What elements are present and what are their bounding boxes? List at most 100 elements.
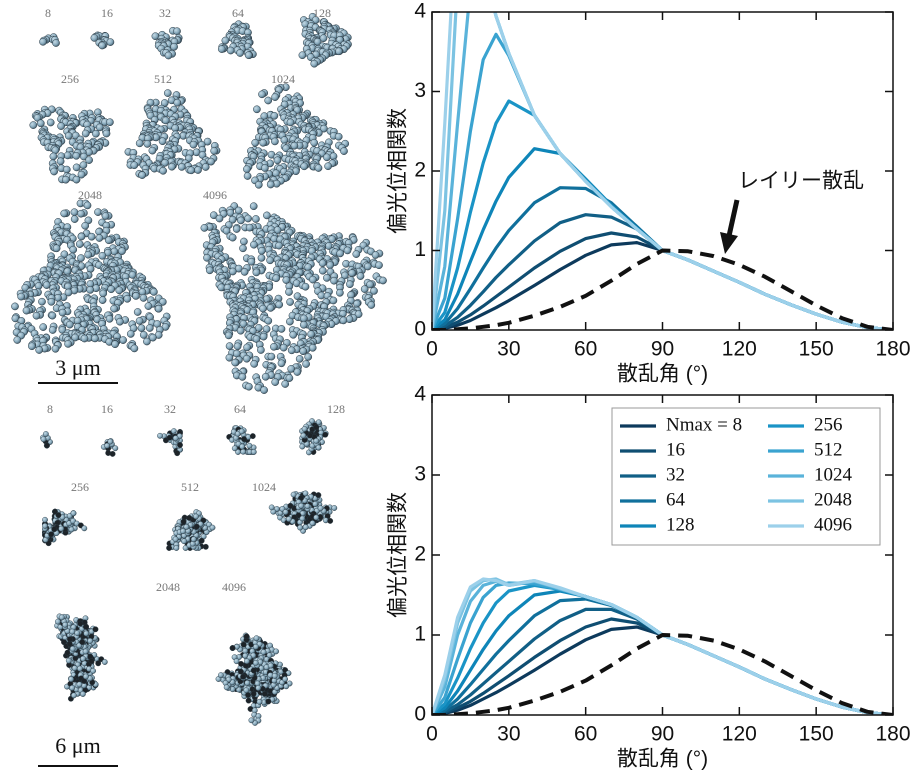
monomer: [302, 283, 309, 290]
monomer: [64, 152, 71, 159]
monomer: [259, 305, 266, 312]
monomer: [50, 153, 57, 160]
monomer: [252, 139, 259, 146]
monomer: [244, 344, 251, 351]
monomer: [257, 699, 262, 704]
aggregate-label: 8: [47, 402, 53, 416]
monomer: [254, 636, 259, 641]
y-tick-label: 1: [414, 238, 426, 261]
x-axis-label: 散乱角 (°): [617, 748, 708, 771]
monomer: [379, 277, 386, 284]
monomer: [181, 539, 186, 544]
monomer: [102, 659, 107, 664]
monomer: [71, 511, 76, 516]
monomer: [110, 451, 115, 456]
monomer: [146, 324, 153, 331]
monomer: [230, 645, 235, 650]
aggregate-label: 2048: [156, 580, 180, 594]
monomer: [240, 444, 245, 449]
monomer: [251, 360, 258, 367]
monomer: [301, 433, 306, 438]
monomer: [300, 348, 307, 355]
monomer: [42, 517, 47, 522]
monomer: [243, 355, 250, 362]
monomer: [282, 380, 289, 387]
monomer: [91, 335, 98, 342]
monomer: [149, 147, 156, 154]
monomer: [56, 512, 61, 517]
monomer: [210, 525, 215, 530]
monomer: [241, 436, 246, 441]
monomer: [305, 503, 310, 508]
monomer: [23, 307, 30, 314]
monomer: [226, 343, 233, 350]
monomer: [168, 163, 175, 170]
monomer: [75, 630, 80, 635]
legend-label: 128: [666, 514, 695, 535]
monomer: [111, 305, 118, 312]
monomer: [144, 140, 151, 147]
monomer: [261, 164, 268, 171]
monomer: [272, 673, 277, 678]
monomer: [240, 674, 245, 679]
monomer: [160, 167, 167, 174]
series-line: [432, 101, 893, 330]
monomer: [330, 297, 337, 304]
monomer: [258, 91, 265, 98]
series-line: [432, 215, 893, 330]
monomer: [57, 158, 64, 165]
monomer: [78, 621, 83, 626]
monomer: [226, 354, 233, 361]
monomer: [69, 527, 74, 532]
aggregate-label: 1024: [271, 72, 295, 86]
monomer: [87, 286, 94, 293]
monomer: [275, 242, 282, 249]
monomer: [88, 638, 93, 643]
legend-label: 64: [666, 489, 686, 510]
x-tick-label: 0: [426, 338, 438, 361]
monomer: [267, 304, 274, 311]
x-tick-label: 150: [799, 723, 834, 746]
monomer: [71, 216, 78, 223]
monomer: [150, 288, 157, 295]
monomer: [314, 425, 319, 430]
monomer: [28, 343, 35, 350]
monomer: [299, 503, 304, 508]
monomer: [273, 275, 280, 282]
plot-lines: [432, 0, 893, 330]
monomer: [229, 234, 236, 241]
aggregate-label: 512: [154, 72, 172, 86]
monomer: [291, 142, 298, 149]
monomer: [284, 684, 289, 689]
monomer: [250, 433, 255, 438]
monomer: [258, 254, 265, 261]
monomer: [266, 699, 271, 704]
monomer: [300, 321, 307, 328]
plot-lines: [432, 579, 893, 715]
monomer: [140, 331, 147, 338]
monomer: [237, 327, 244, 334]
monomer: [71, 209, 78, 216]
monomer: [335, 48, 342, 55]
monomer: [77, 210, 84, 217]
monomer: [332, 505, 337, 510]
monomer: [54, 294, 61, 301]
monomer: [245, 215, 252, 222]
monomer: [44, 443, 49, 448]
monomer: [100, 290, 107, 297]
legend-label: 256: [814, 414, 843, 435]
monomer: [103, 130, 110, 137]
y-tick-label: 0: [414, 703, 426, 726]
monomer: [62, 622, 67, 627]
monomer: [193, 514, 198, 519]
monomer: [257, 346, 264, 353]
monomer: [281, 137, 288, 144]
monomer: [276, 301, 283, 308]
monomer: [164, 90, 171, 97]
monomer: [51, 168, 58, 175]
monomer: [59, 309, 66, 316]
monomer: [159, 138, 166, 145]
aggregate-label: 16: [101, 6, 113, 20]
monomer: [173, 537, 178, 542]
monomer: [290, 331, 297, 338]
